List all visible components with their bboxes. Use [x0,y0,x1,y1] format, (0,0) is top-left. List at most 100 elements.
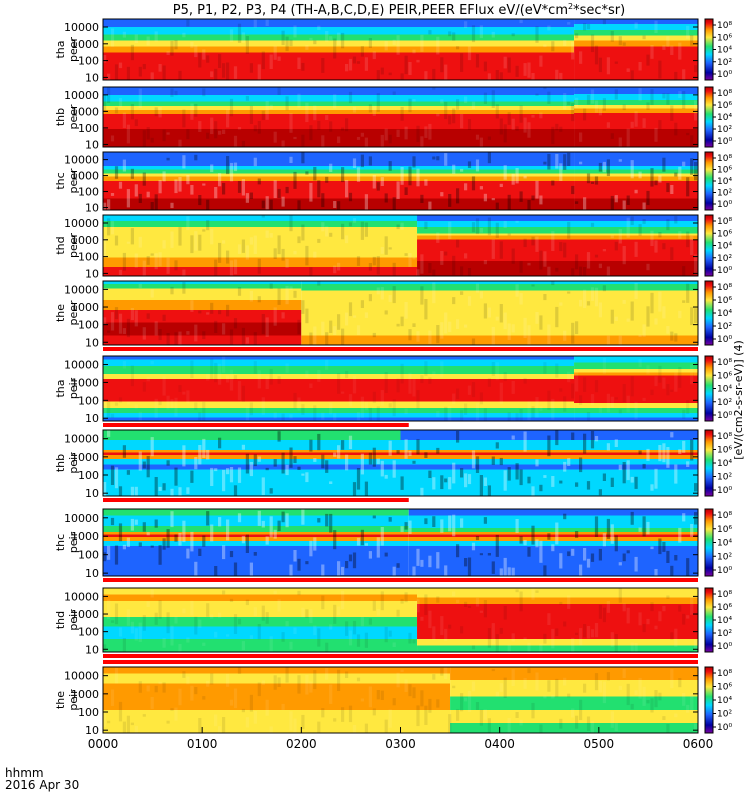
texture-speck [460,114,464,129]
texture-speck [634,401,638,420]
texture-speck [404,408,408,415]
texture-speck [440,99,444,104]
texture-speck [456,239,460,248]
texture-speck [579,132,583,142]
texture-speck [348,630,353,646]
texture-speck [293,171,297,189]
texture-speck [162,638,166,648]
texture-speck [118,181,123,189]
texture-speck [543,251,547,267]
texture-speck [301,134,305,147]
texture-speck [325,176,329,183]
texture-speck [142,260,146,276]
texture-speck [245,406,249,421]
texture-speck [416,705,420,727]
texture-speck [261,477,265,495]
colorbar-axis-label: [eV/(cm2-s-sr-eV)] (4) [732,340,745,460]
texture-speck [214,468,218,472]
texture-speck [210,117,214,135]
texture-speck [372,256,376,266]
texture-speck [329,320,333,333]
texture-speck [444,64,448,80]
texture-speck [412,323,416,327]
texture-speck [491,623,495,645]
texture-speck [110,689,115,706]
texture-speck [436,447,440,454]
texture-speck [460,626,464,634]
colorbar [704,587,714,653]
texture-speck [614,397,618,400]
texture-speck [551,628,555,649]
texture-speck [456,431,460,443]
texture-speck [150,545,154,548]
texture-speck [626,550,630,554]
texture-speck [634,189,638,194]
texture-speck [460,53,464,72]
texture-speck [114,603,119,625]
texture-speck [364,194,368,210]
data-flag-bar [103,578,698,582]
texture-speck [301,300,305,314]
texture-speck [138,88,142,108]
y-tick-label: 10 [85,487,99,500]
texture-speck [134,119,138,127]
texture-speck [464,183,468,191]
texture-speck [460,693,464,712]
texture-speck [222,717,226,733]
texture-speck [265,196,269,210]
texture-speck [325,668,329,680]
y-tick-label: 1000 [71,451,99,464]
texture-speck [559,72,563,80]
texture-speck [670,247,674,260]
texture-speck [598,263,602,269]
texture-speck [396,129,400,137]
texture-speck [186,175,190,185]
texture-speck [126,66,130,80]
texture-speck [281,452,285,474]
texture-speck [285,186,289,194]
texture-speck [186,637,190,643]
texture-speck [678,527,682,543]
texture-speck [634,556,638,572]
texture-speck [107,430,111,437]
texture-speck [245,245,249,260]
texture-speck [305,472,309,483]
texture-speck [198,445,202,465]
texture-speck [694,639,698,652]
texture-speck [352,218,357,223]
panel-probe-label: thd [54,236,67,254]
texture-speck [662,541,666,552]
texture-speck [559,388,563,392]
texture-speck [682,440,686,453]
texture-speck [317,281,321,286]
texture-speck [313,166,317,181]
texture-speck [178,688,182,706]
texture-speck [257,370,261,389]
texture-speck [384,128,388,141]
colorbar-tick-label: 10⁴ [717,177,732,187]
texture-speck [571,185,575,195]
texture-speck [222,182,226,195]
texture-speck [134,725,138,733]
texture-speck [269,104,273,109]
texture-speck [531,486,535,496]
texture-speck [178,644,182,652]
texture-speck [249,192,253,199]
texture-speck [464,697,468,702]
colorbar-tick-label: 10⁸ [717,21,732,31]
texture-speck [368,618,372,625]
texture-speck [575,372,579,392]
texture-speck [356,136,361,140]
time-format-label: hhmm [5,766,44,780]
texture-speck [630,476,634,483]
texture-speck [475,134,480,140]
texture-speck [479,228,483,233]
texture-speck [368,263,372,271]
texture-speck [586,626,591,639]
texture-speck [432,674,436,680]
panel-species-label: peer [67,37,80,63]
texture-speck [535,672,539,691]
y-tick-label: 10 [85,412,99,425]
texture-speck [614,439,618,447]
texture-speck [535,539,539,548]
